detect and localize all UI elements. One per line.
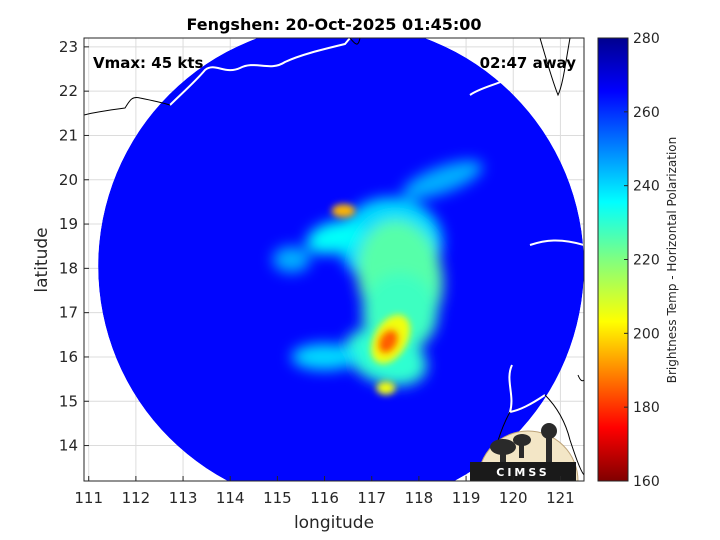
swath-background [98, 38, 584, 481]
colorbar-tick-label: 180 [633, 400, 660, 416]
x-tick-label: 114 [216, 489, 245, 507]
colorbar-tick-label: 160 [633, 474, 660, 490]
y-axis: 14 15 16 17 18 19 20 21 22 23 [59, 38, 89, 455]
cimss-logo: CIMSS [470, 423, 579, 482]
y-tick-label: 21 [59, 126, 78, 144]
band-mark [291, 343, 358, 371]
colorbar-tick-label: 240 [633, 179, 660, 195]
colorbar-tick-label: 280 [633, 31, 660, 47]
y-tick-label: 18 [59, 259, 78, 277]
x-axis: 111 112 113 114 115 116 117 118 119 120 121 [74, 476, 575, 507]
core-mark [377, 329, 399, 354]
x-tick-label: 112 [122, 489, 151, 507]
hotspot-mark [331, 204, 356, 218]
y-tick-label: 19 [59, 215, 78, 233]
x-tick-label: 111 [74, 489, 103, 507]
colorbar-label: Brightness Temp - Horizontal Polarizatio… [665, 137, 679, 384]
coastline [169, 38, 584, 414]
time-away-annotation: 02:47 away [480, 54, 577, 72]
x-tick-label: 116 [310, 489, 339, 507]
x-tick-label: 113 [169, 489, 198, 507]
y-tick-label: 23 [59, 38, 78, 56]
swath-image [98, 38, 584, 481]
y-tick-label: 20 [59, 171, 78, 189]
band-mark [402, 160, 483, 199]
colorbar-tick-label: 260 [633, 105, 660, 121]
water-tower-icon [541, 423, 557, 439]
y-axis-label: latitude [32, 227, 52, 292]
y-tick-label: 14 [59, 437, 78, 455]
x-tick-label: 121 [546, 489, 575, 507]
x-tick-label: 120 [499, 489, 528, 507]
band-mark [272, 246, 311, 273]
x-axis-label: longitude [294, 513, 374, 533]
plot-frame [83, 37, 585, 482]
x-tick-label: 117 [357, 489, 386, 507]
chart-title: Fengshen: 20-Oct-2025 01:45:00 [186, 15, 481, 34]
band-mark [306, 220, 362, 255]
y-tick-label: 17 [59, 304, 78, 322]
hotspot-mark [376, 381, 396, 395]
vmax-annotation: Vmax: 45 kts [93, 54, 203, 72]
logo-text: CIMSS [496, 466, 549, 479]
y-tick-label: 22 [59, 82, 78, 100]
colorbar [597, 37, 629, 482]
y-tick-label: 15 [59, 392, 78, 410]
x-tick-label: 119 [452, 489, 481, 507]
y-tick-label: 16 [59, 348, 78, 366]
x-tick-label: 118 [405, 489, 434, 507]
colorbar-tick-label: 200 [633, 326, 660, 342]
colorbar-tick-label: 220 [633, 253, 660, 269]
colorbar-ticks: 160 180 200 220 240 260 280 [624, 31, 660, 490]
x-tick-label: 115 [263, 489, 292, 507]
